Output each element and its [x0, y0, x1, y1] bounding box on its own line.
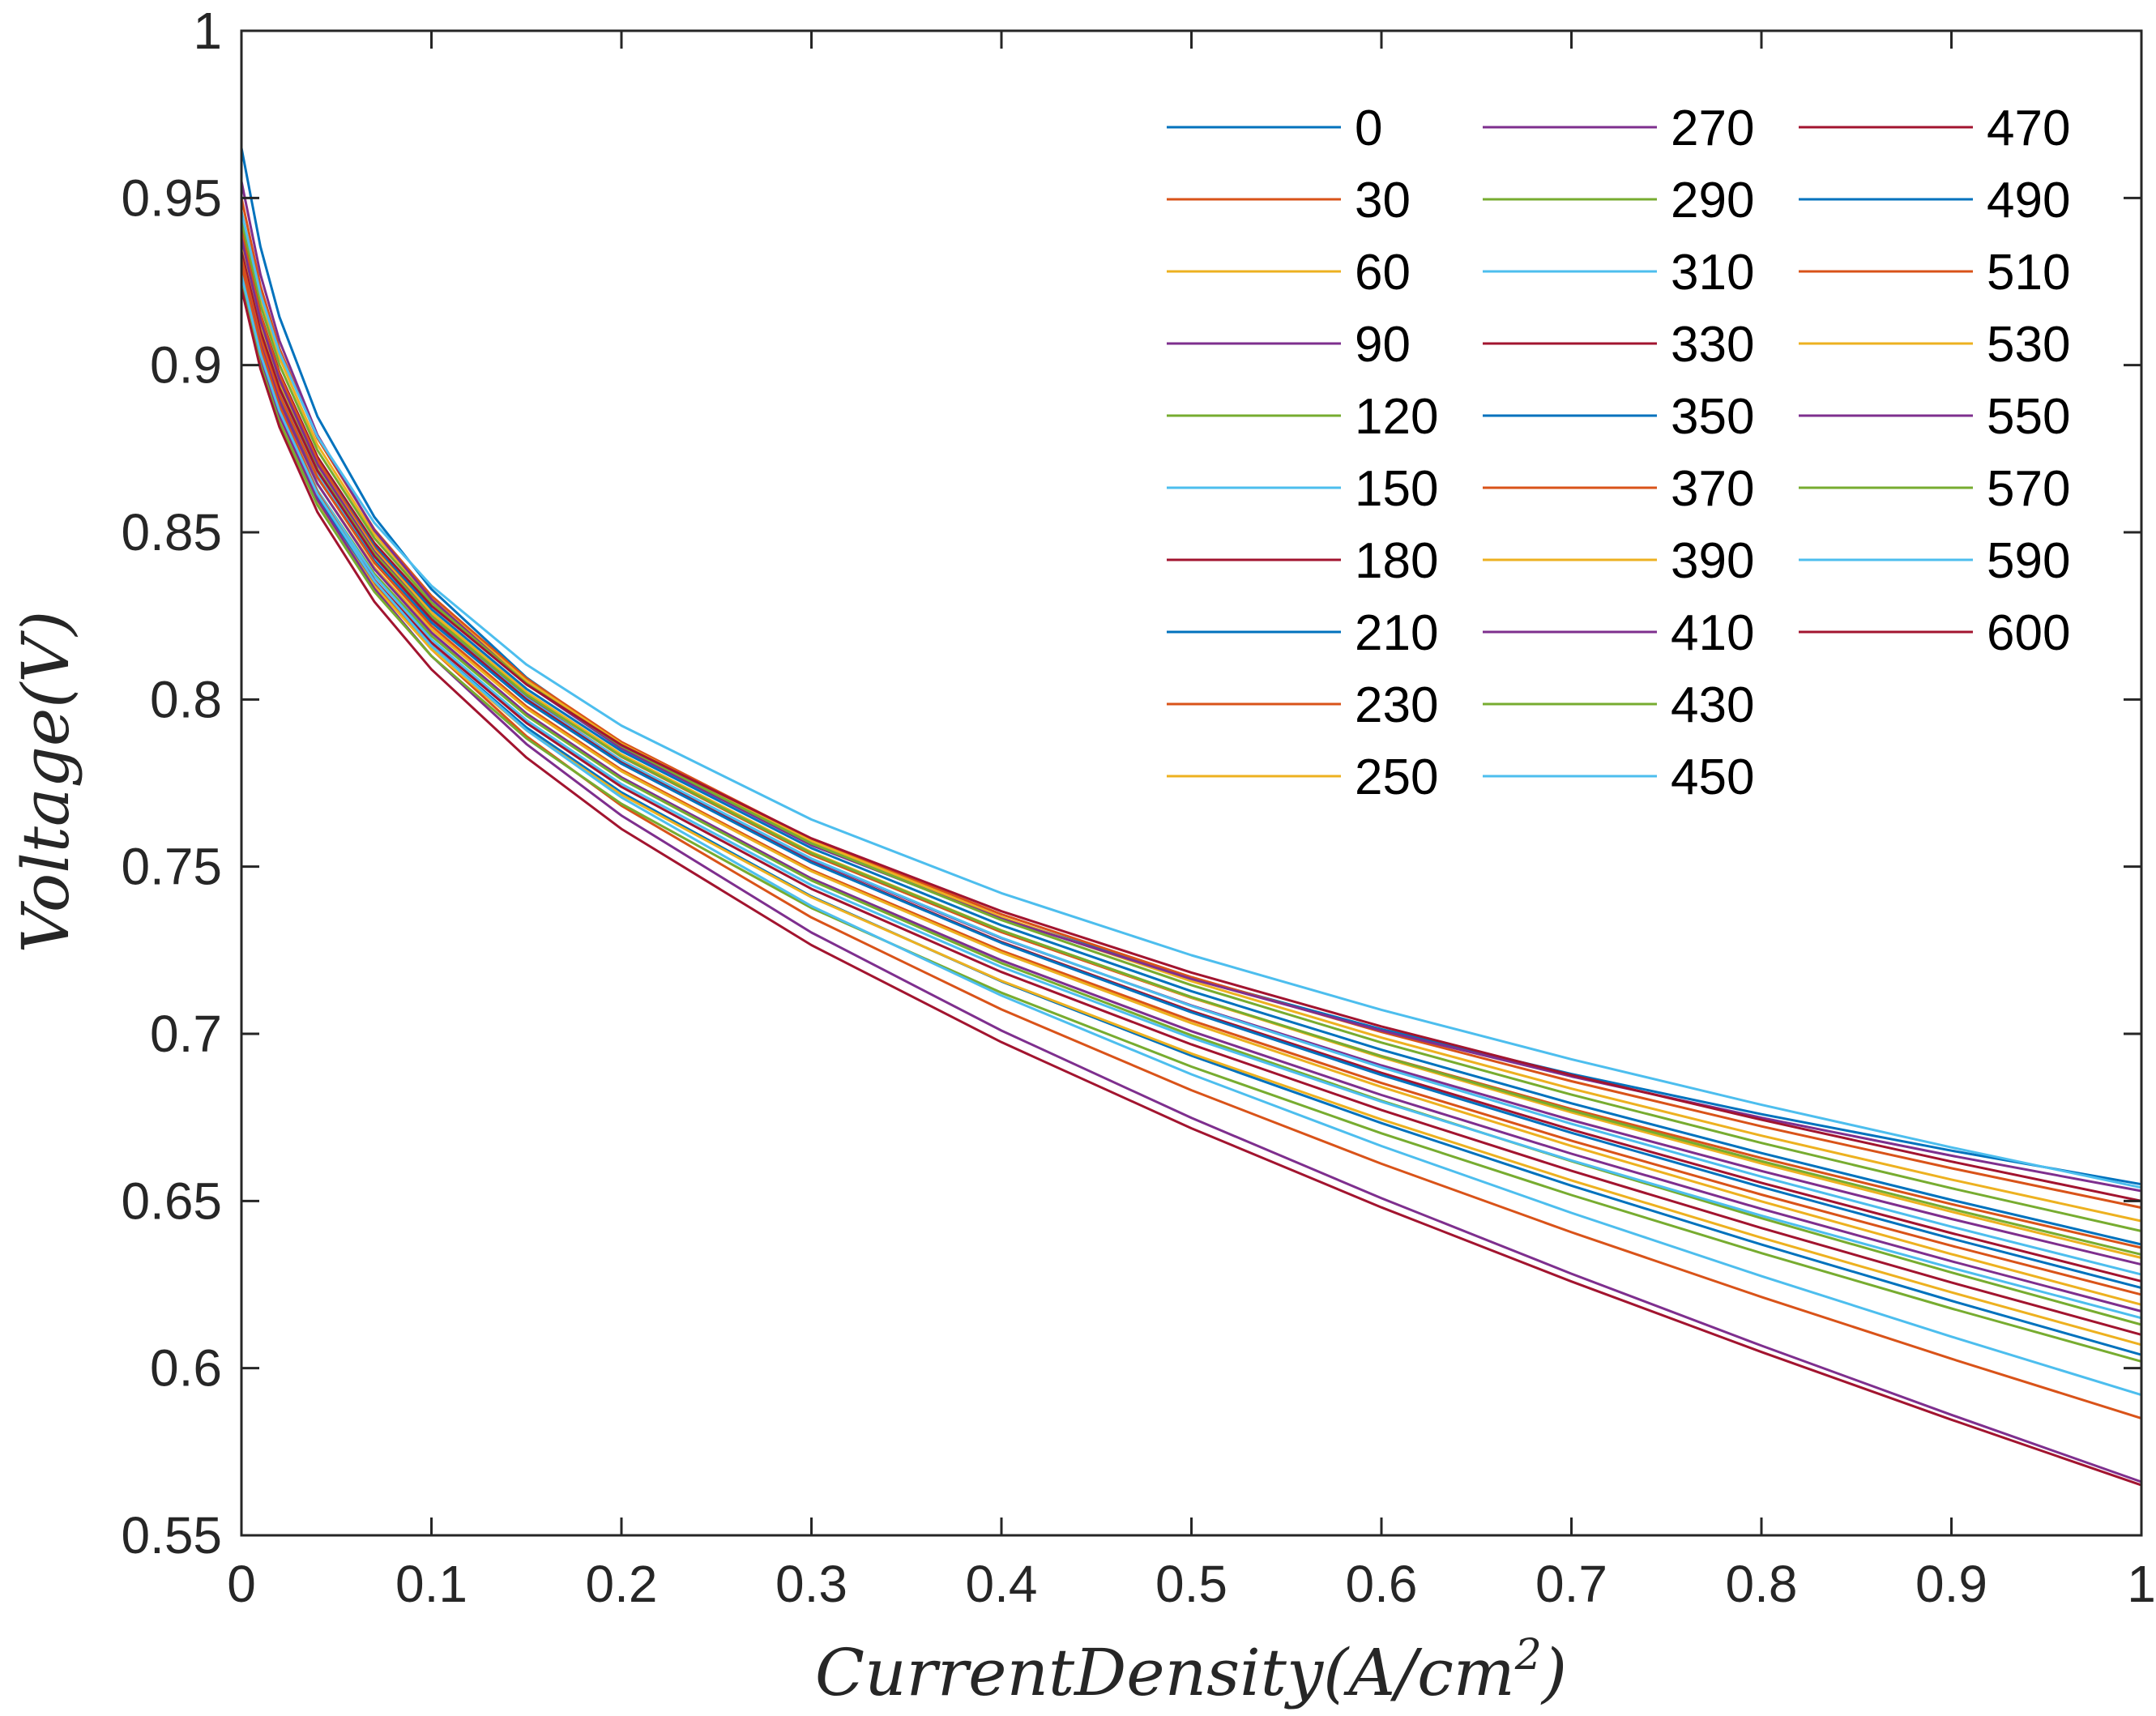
legend-label-30: 30 — [1355, 173, 1411, 228]
x-axis-title-close: ) — [1540, 1635, 1567, 1710]
y-tick-label: 0.95 — [121, 169, 222, 227]
legend-label-90: 90 — [1355, 317, 1411, 373]
series-line-570 — [240, 284, 2142, 1363]
x-tick-label: 0.4 — [966, 1555, 1038, 1613]
y-tick-label: 0.8 — [150, 670, 222, 728]
legend: 0 30 60 90 120 150 180 210 230 250 270 290 310 330 350… — [1167, 100, 2070, 805]
legend-label-290: 290 — [1671, 173, 1754, 228]
y-tick-label: 0.9 — [150, 336, 222, 395]
series-line-550 — [240, 278, 2142, 1483]
legend-label-450: 450 — [1671, 749, 1754, 805]
legend-label-600: 600 — [1987, 605, 2070, 661]
axes-ticks: 0 0.1 0.2 0.3 0.4 0.5 0.6 0.7 0.8 0.9 1 0.55 0.6 0.65… — [121, 2, 2155, 1613]
x-tick-label: 1 — [2127, 1555, 2156, 1613]
x-axis-title-main: CurrentDensity(A/cm — [815, 1635, 1515, 1710]
x-axis-title: CurrentDensity(A/cm2) — [815, 1631, 1567, 1710]
x-tick-label: 0.7 — [1535, 1555, 1607, 1613]
legend-label-0: 0 — [1355, 100, 1382, 156]
y-tick-label: 0.65 — [121, 1172, 222, 1230]
legend-label-530: 530 — [1987, 317, 2070, 373]
x-tick-label: 0.6 — [1346, 1555, 1418, 1613]
x-axis-title-superscript: 2 — [1514, 1631, 1542, 1680]
legend-label-370: 370 — [1671, 461, 1754, 517]
series-line-150 — [240, 211, 2142, 1189]
series-line-510 — [240, 264, 2142, 1420]
legend-label-470: 470 — [1987, 100, 2070, 156]
legend-label-60: 60 — [1355, 245, 1411, 301]
series-line-120 — [240, 220, 2142, 1232]
y-tick-label: 0.7 — [150, 1005, 222, 1063]
legend-label-230: 230 — [1355, 677, 1438, 733]
y-tick-label: 1 — [193, 2, 222, 60]
legend-label-210: 210 — [1355, 605, 1438, 661]
legend-label-180: 180 — [1355, 533, 1438, 589]
series-layer — [240, 147, 2142, 1487]
y-tick-label: 0.55 — [121, 1506, 222, 1564]
x-tick-label: 0 — [227, 1555, 256, 1613]
legend-label-120: 120 — [1355, 389, 1438, 445]
legend-label-570: 570 — [1987, 461, 2070, 517]
legend-label-310: 310 — [1671, 245, 1754, 301]
series-line-590 — [240, 274, 2142, 1397]
x-tick-label: 0.9 — [1915, 1555, 1987, 1613]
x-tick-label: 0.2 — [586, 1555, 658, 1613]
legend-label-330: 330 — [1671, 317, 1754, 373]
legend-label-250: 250 — [1355, 749, 1438, 805]
y-tick-label: 0.6 — [150, 1339, 222, 1398]
y-tick-label: 0.85 — [121, 503, 222, 561]
series-line-600 — [240, 288, 2142, 1487]
legend-label-150: 150 — [1355, 461, 1438, 517]
legend-label-490: 490 — [1987, 173, 2070, 228]
legend-label-390: 390 — [1671, 533, 1754, 589]
legend-label-550: 550 — [1987, 389, 2070, 445]
legend-label-590: 590 — [1987, 533, 2070, 589]
legend-label-510: 510 — [1987, 245, 2070, 301]
x-tick-label: 0.5 — [1155, 1555, 1227, 1613]
x-tick-label: 0.1 — [395, 1555, 467, 1613]
legend-label-410: 410 — [1671, 605, 1754, 661]
series-line-370 — [240, 258, 2142, 1296]
series-line-410 — [240, 264, 2142, 1313]
series-line-310 — [240, 258, 2142, 1276]
y-axis-title: Voltage(V) — [8, 611, 83, 954]
legend-label-350: 350 — [1671, 389, 1754, 445]
legend-label-270: 270 — [1671, 100, 1754, 156]
x-tick-label: 0.3 — [775, 1555, 847, 1613]
x-tick-label: 0.8 — [1726, 1555, 1798, 1613]
y-tick-label: 0.75 — [121, 838, 222, 896]
legend-label-430: 430 — [1671, 677, 1754, 733]
